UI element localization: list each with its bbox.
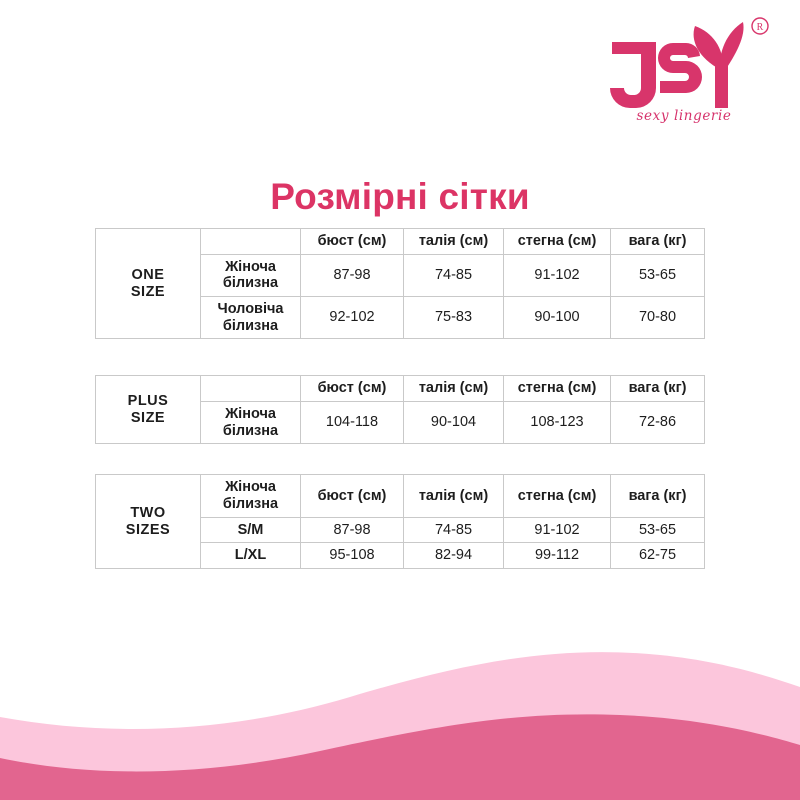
cell-bust: 87-98 [300,253,404,298]
group-label-line2: SIZE [130,283,166,300]
table-gap [95,339,704,375]
cell-weight: 53-65 [610,253,705,298]
column-header-bust: бюст (см) [300,375,404,403]
row-header-men: Чоловіча білизна [200,296,301,340]
row-header-women: Жіноча білизна [200,401,301,445]
svg-text:R: R [757,22,764,33]
header-spacer-cell [200,228,301,255]
size-tables: ONE SIZE бюст (см) талія (см) стегна (см… [95,227,705,570]
group-label-line2: SIZE [130,409,166,426]
table-row: Жіноча білизна 87-98 74-85 91-102 53-65 [96,253,705,298]
table-gap [95,444,704,474]
size-table-plus-size: PLUS SIZE бюст (см) талія (см) стегна (с… [95,375,705,445]
group-label-line2: SIZES [125,521,171,538]
group-label-two-sizes: TWO SIZES [95,474,201,570]
row-header-line1: Жіноча [225,258,276,275]
column-header-hips: стегна (см) [503,474,611,518]
cell-waist: 82-94 [403,542,504,570]
cell-weight: 53-65 [610,516,705,544]
wave-decoration [0,625,800,800]
size-table-two-sizes: TWO SIZES Жіноча білизна бюст (см) талія… [95,474,705,570]
jsy-leaf-logo-icon: R [594,14,774,114]
cell-hips: 108-123 [503,401,611,445]
header-spacer-cell [200,375,301,403]
cell-bust: 104-118 [300,401,404,445]
table-row: PLUS SIZE бюст (см) талія (см) стегна (с… [95,375,705,445]
row-header-line2: білизна [222,317,279,334]
column-header-waist: талія (см) [403,228,504,255]
cell-bust: 92-102 [300,296,404,340]
brand-logo: R sexy lingerie [594,14,774,142]
column-header-waist: талія (см) [403,375,504,403]
cell-hips: 91-102 [503,253,611,298]
size-table-one-size: ONE SIZE бюст (см) талія (см) стегна (см… [95,227,705,340]
group-label-plus-size: PLUS SIZE [95,375,201,445]
row-header-line2: білизна [222,275,279,292]
wave-dark-shape [0,714,800,800]
table-row: Жіноча білизна 104-118 90-104 108-123 72… [96,401,705,445]
cell-weight: 72-86 [610,401,705,445]
group-label-line1: ONE [131,267,165,283]
column-header-bust: бюст (см) [300,474,404,518]
row-header-line1: Чоловіча [217,301,284,318]
table-row: Чоловіча білизна 92-102 75-83 90-100 70-… [96,296,705,340]
row-header-sm: S/M [200,516,301,544]
column-header-line2: білизна [222,496,279,513]
logo-tagline: sexy lingerie [636,108,732,124]
table-row: ONE SIZE бюст (см) талія (см) стегна (см… [95,227,705,340]
group-label-one-size: ONE SIZE [95,227,201,340]
cell-waist: 90-104 [403,401,504,445]
column-header-women: Жіноча білизна [200,474,301,518]
cell-hips: 99-112 [503,542,611,570]
cell-waist: 74-85 [403,516,504,544]
cell-waist: 74-85 [403,253,504,298]
row-header-line2: білизна [222,422,279,439]
group-label-line1: PLUS [127,393,169,410]
table-row: TWO SIZES Жіноча білизна бюст (см) талія… [95,474,705,570]
cell-hips: 91-102 [503,516,611,544]
cell-bust: 87-98 [300,516,404,544]
cell-weight: 62-75 [610,542,705,570]
group-label-line1: TWO [130,505,166,522]
column-header-weight: вага (кг) [610,228,705,255]
column-header-weight: вага (кг) [610,474,705,518]
cell-bust: 95-108 [300,542,404,570]
table-row: S/M 87-98 74-85 91-102 53-65 [96,516,705,544]
table-row: L/XL 95-108 82-94 99-112 62-75 [96,542,705,570]
column-header-hips: стегна (см) [503,375,611,403]
page-title: Розмірні сітки [270,175,530,217]
cell-weight: 70-80 [610,296,705,340]
cell-waist: 75-83 [403,296,504,340]
column-header-hips: стегна (см) [503,228,611,255]
row-header-women: Жіноча білизна [200,253,301,298]
column-header-bust: бюст (см) [300,228,404,255]
column-header-line1: Жіноча [225,479,276,496]
column-header-weight: вага (кг) [610,375,705,403]
column-header-waist: талія (см) [403,474,504,518]
cell-hips: 90-100 [503,296,611,340]
row-header-line1: Жіноча [225,406,276,423]
row-header-lxl: L/XL [200,542,301,570]
